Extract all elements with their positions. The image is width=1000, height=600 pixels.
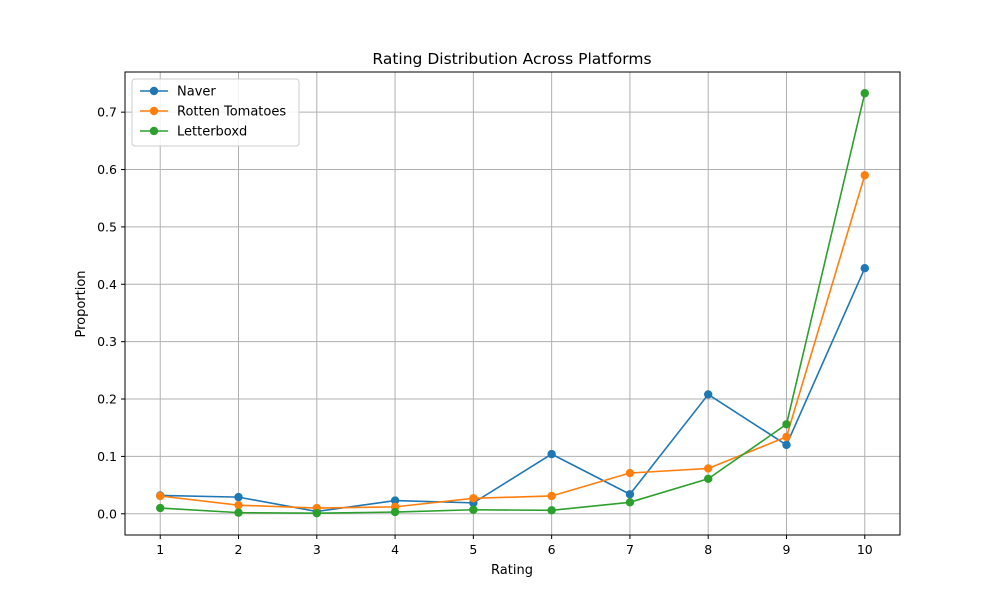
axes-frame [124, 71, 901, 536]
x-tick-label: 7 [626, 542, 634, 557]
data-point-naver [704, 390, 713, 399]
legend-marker [149, 126, 159, 136]
data-point-letterboxd [704, 474, 713, 483]
data-point-letterboxd [469, 505, 478, 514]
chart-title: Rating Distribution Across Platforms [372, 50, 651, 68]
y-tick-label: 0.0 [97, 506, 117, 521]
data-point-letterboxd [625, 498, 635, 507]
x-tick-label: 8 [704, 542, 712, 557]
x-axis-label: Rating [491, 563, 533, 578]
y-tick-label: 0.5 [97, 219, 117, 234]
x-tick-label: 10 [857, 542, 873, 557]
x-tick-label: 3 [313, 542, 321, 557]
y-tick-label: 0.2 [97, 392, 117, 407]
legend-label: Rotten Tomatoes [177, 105, 286, 120]
data-point-rotten-tomatoes [625, 468, 635, 478]
series-group [156, 89, 869, 518]
data-point-letterboxd [860, 89, 869, 98]
data-point-rotten-tomatoes [547, 491, 556, 501]
series-line-letterboxd [160, 93, 866, 514]
x-tick-label: 5 [469, 542, 477, 557]
data-point-letterboxd [156, 503, 165, 513]
data-point-letterboxd [312, 508, 321, 518]
y-axis-ticks: 0.0 0.1 0.2 0.3 0.4 0.5 0.6 0.7 [97, 105, 125, 521]
legend-box [131, 78, 300, 147]
series-letterboxd [156, 89, 869, 518]
legend-label: Letterboxd [177, 125, 247, 140]
data-point-naver [625, 490, 635, 499]
y-tick-label: 0.3 [97, 334, 117, 349]
data-point-rotten-tomatoes [782, 432, 791, 442]
data-point-naver [390, 496, 400, 505]
legend-entry: Naver [140, 85, 216, 100]
legend-marker [149, 86, 159, 96]
data-point-letterboxd [390, 507, 400, 517]
legend-entry: Rotten Tomatoes [140, 105, 286, 120]
data-point-rotten-tomatoes [234, 500, 243, 510]
y-tick-label: 0.4 [97, 277, 117, 292]
legend: Naver Rotten Tomatoes Letterboxd [131, 78, 300, 147]
x-tick-label: 9 [783, 542, 791, 557]
y-tick-label: 0.6 [97, 162, 117, 177]
data-point-letterboxd [547, 506, 556, 515]
legend-label: Naver [177, 85, 216, 100]
data-point-naver [547, 449, 556, 459]
data-point-rotten-tomatoes [156, 491, 165, 501]
data-point-rotten-tomatoes [860, 171, 869, 180]
data-point-rotten-tomatoes [704, 464, 713, 473]
legend-marker [149, 106, 159, 116]
series-line-rotten-tomatoes [160, 175, 866, 509]
x-tick-label: 2 [235, 542, 243, 557]
y-tick-label: 0.7 [97, 105, 117, 120]
grid-lines [125, 72, 900, 535]
data-point-rotten-tomatoes [469, 494, 478, 503]
y-axis-label: Proportion [74, 270, 89, 337]
x-tick-label: 6 [548, 542, 556, 557]
y-tick-label: 0.1 [97, 449, 117, 464]
data-point-letterboxd [234, 508, 243, 517]
x-tick-label: 1 [156, 542, 164, 557]
data-point-naver [234, 492, 243, 502]
series-rotten-tomatoes [156, 171, 869, 513]
data-point-naver [782, 440, 791, 450]
x-axis-ticks: 1 2 3 4 5 6 7 8 9 10 [156, 535, 873, 557]
data-point-naver [860, 264, 869, 273]
series-line-naver [160, 267, 866, 513]
x-tick-label: 4 [391, 542, 399, 557]
legend-entry: Letterboxd [140, 125, 247, 140]
data-point-letterboxd [782, 420, 791, 429]
